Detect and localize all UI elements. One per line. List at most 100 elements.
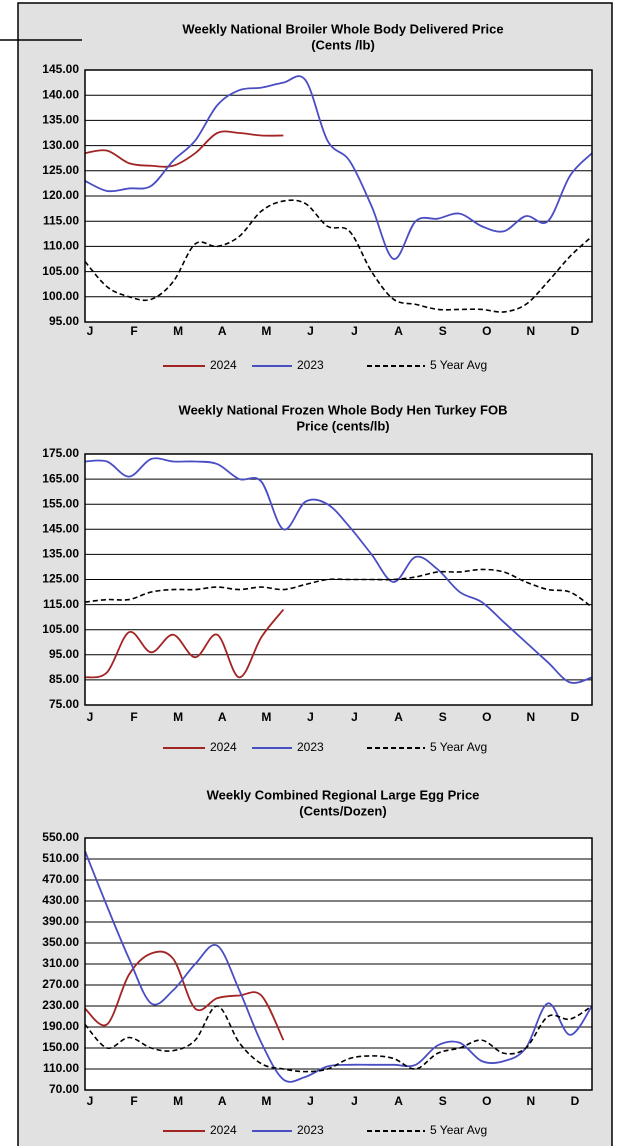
x-tick-label: M — [173, 710, 183, 724]
y-tick-label: 390.00 — [42, 914, 79, 928]
series-line — [84, 199, 593, 313]
chart-title: Price (cents/lb) — [296, 418, 389, 433]
x-tick-label: J — [351, 324, 358, 338]
y-tick-label: 175.00 — [42, 446, 79, 460]
x-tick-label: S — [439, 710, 447, 724]
y-tick-label: 95.00 — [49, 647, 79, 661]
legend-label: 5 Year Avg — [430, 1123, 487, 1137]
x-tick-label: J — [307, 324, 314, 338]
x-tick-label: O — [482, 1094, 491, 1108]
series-line — [84, 1005, 593, 1073]
x-tick-label: S — [439, 324, 447, 338]
x-tick-label: J — [87, 1094, 94, 1108]
x-tick-label: A — [394, 324, 403, 338]
y-tick-label: 135.00 — [42, 547, 79, 561]
legend-label: 5 Year Avg — [430, 740, 487, 754]
x-tick-label: J — [307, 710, 314, 724]
y-tick-label: 165.00 — [42, 471, 79, 485]
y-tick-label: 350.00 — [42, 935, 79, 949]
series-line — [84, 75, 593, 260]
y-tick-label: 135.00 — [42, 113, 79, 127]
x-tick-label: A — [218, 710, 227, 724]
chart-title: (Cents/Dozen) — [299, 803, 386, 818]
y-tick-label: 470.00 — [42, 872, 79, 886]
y-tick-label: 550.00 — [42, 830, 79, 844]
y-tick-label: 310.00 — [42, 956, 79, 970]
series-line — [84, 130, 284, 168]
y-tick-label: 115.00 — [43, 597, 79, 611]
y-tick-label: 115.00 — [43, 213, 79, 227]
plot-border — [84, 453, 593, 706]
y-tick-label: 70.00 — [49, 1082, 79, 1096]
legend-label: 2023 — [297, 1123, 324, 1137]
series-line — [84, 609, 285, 679]
y-tick-label: 430.00 — [42, 893, 79, 907]
series-line — [84, 568, 593, 608]
x-tick-label: M — [261, 1094, 271, 1108]
x-tick-label: A — [394, 1094, 403, 1108]
y-tick-label: 190.00 — [42, 1019, 79, 1033]
y-tick-label: 140.00 — [42, 87, 79, 101]
y-tick-label: 100.00 — [42, 289, 79, 303]
y-tick-label: 95.00 — [49, 314, 79, 328]
x-tick-label: N — [527, 1094, 536, 1108]
series-line — [84, 950, 285, 1041]
chart-title: (Cents /lb) — [311, 37, 375, 52]
plot-border — [84, 69, 593, 323]
y-tick-label: 125.00 — [42, 163, 79, 177]
y-tick-label: 75.00 — [49, 697, 79, 711]
x-tick-label: A — [218, 324, 227, 338]
x-tick-label: A — [218, 1094, 227, 1108]
y-tick-label: 145.00 — [42, 521, 79, 535]
x-tick-label: F — [130, 1094, 137, 1108]
legend-label: 2023 — [297, 740, 324, 754]
y-tick-label: 120.00 — [42, 188, 79, 202]
x-tick-label: M — [261, 710, 271, 724]
legend-label: 2024 — [210, 1123, 237, 1137]
x-tick-label: J — [87, 710, 94, 724]
y-tick-label: 230.00 — [42, 998, 79, 1012]
y-tick-label: 125.00 — [42, 572, 79, 586]
y-tick-label: 270.00 — [42, 977, 79, 991]
x-tick-label: O — [482, 324, 491, 338]
x-tick-label: M — [173, 1094, 183, 1108]
series-line — [84, 457, 593, 684]
legend-label: 2024 — [210, 740, 237, 754]
x-tick-label: M — [173, 324, 183, 338]
legend-label: 2024 — [210, 358, 237, 372]
x-tick-label: O — [482, 710, 491, 724]
y-tick-label: 110.00 — [43, 1061, 79, 1075]
y-tick-label: 85.00 — [49, 672, 79, 686]
y-tick-label: 145.00 — [42, 62, 79, 76]
chart-title: Weekly Combined Regional Large Egg Price — [207, 787, 480, 802]
x-tick-label: F — [130, 324, 137, 338]
x-tick-label: S — [439, 1094, 447, 1108]
x-tick-label: J — [307, 1094, 314, 1108]
legend-label: 2023 — [297, 358, 324, 372]
x-tick-label: J — [87, 324, 94, 338]
y-tick-label: 105.00 — [42, 264, 79, 278]
legend-label: 5 Year Avg — [430, 358, 487, 372]
chart-title: Weekly National Frozen Whole Body Hen Tu… — [179, 402, 508, 417]
y-tick-label: 150.00 — [42, 1040, 79, 1054]
x-tick-label: D — [571, 324, 580, 338]
x-tick-label: D — [571, 1094, 580, 1108]
y-tick-label: 155.00 — [42, 496, 79, 510]
x-tick-label: F — [130, 710, 137, 724]
y-tick-label: 510.00 — [42, 851, 79, 865]
plot-border — [84, 837, 593, 1091]
chart-title: Weekly National Broiler Whole Body Deliv… — [182, 21, 503, 36]
y-tick-label: 105.00 — [42, 622, 79, 636]
y-tick-label: 110.00 — [43, 239, 79, 253]
x-tick-label: A — [394, 710, 403, 724]
x-tick-label: N — [527, 324, 536, 338]
y-tick-label: 130.00 — [42, 138, 79, 152]
x-tick-label: M — [261, 324, 271, 338]
x-tick-label: N — [527, 710, 536, 724]
x-tick-label: D — [571, 710, 580, 724]
x-tick-label: J — [351, 1094, 358, 1108]
series-line — [84, 850, 593, 1083]
x-tick-label: J — [351, 710, 358, 724]
